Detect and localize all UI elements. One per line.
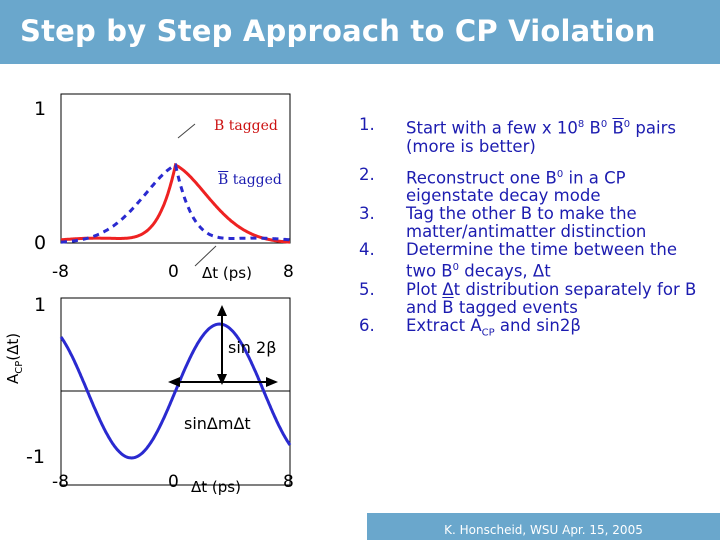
footer-text: K. Honscheid, WSU Apr. 15, 2005 bbox=[444, 523, 643, 537]
title-bar: Step by Step Approach to CP Violation bbox=[0, 0, 720, 64]
step-1-text-a: Start with a few x 10 bbox=[406, 118, 578, 138]
step-1-number: 1. bbox=[359, 115, 375, 134]
step-4-text-b: decays, Δt bbox=[459, 261, 551, 281]
step-1-bbar: B bbox=[612, 118, 624, 138]
step-5-text-b: tagged events bbox=[453, 297, 578, 317]
amplitude-arrow-down bbox=[217, 374, 227, 385]
y-label-a: A bbox=[4, 373, 22, 384]
top-x-tick-neg8: -8 bbox=[52, 262, 69, 282]
step-6: 6. Extract ACP and sin2β bbox=[356, 315, 706, 342]
bottom-x-tick-0: 0 bbox=[168, 472, 179, 492]
step-5-text-a: Plot Δt distribution separately for B an… bbox=[406, 279, 697, 317]
amplitude-arrow-up bbox=[217, 305, 227, 316]
step-5: 5. Plot Δt distribution separately for B… bbox=[356, 279, 706, 317]
step-1-text-e: pairs (more is better) bbox=[406, 118, 676, 156]
step-6-text-a: Extract A bbox=[406, 315, 482, 335]
slide-title: Step by Step Approach to CP Violation bbox=[20, 14, 656, 48]
plots-figure bbox=[59, 93, 292, 486]
step-6-text: Extract ACP and sin2β bbox=[406, 315, 706, 342]
step-6-number: 6. bbox=[359, 315, 375, 335]
step-6-sub: CP bbox=[481, 326, 495, 338]
step-4-text: Determine the time between the two B0 de… bbox=[406, 241, 706, 281]
step-2: 2. Reconstruct one B0 in a CP eigenstate… bbox=[356, 164, 706, 206]
step-3-number: 3. bbox=[359, 204, 375, 223]
amplitude-label: sin 2β bbox=[228, 338, 277, 357]
legend-bbar-rest: tagged bbox=[228, 172, 282, 188]
bottom-y-label: ACP(Δt) bbox=[4, 333, 25, 384]
top-x-tick-8: 8 bbox=[283, 262, 294, 282]
bottom-x-tick-neg8: -8 bbox=[52, 472, 69, 492]
bottom-y-tick-1: 1 bbox=[34, 294, 47, 316]
period-arrow-left bbox=[168, 377, 180, 387]
step-5-text: Plot Δt distribution separately for B an… bbox=[406, 279, 706, 317]
step-3: 3. Tag the other B to make the matter/an… bbox=[356, 205, 706, 241]
bottom-x-label: Δt (ps) bbox=[191, 478, 241, 496]
asymmetry-curve bbox=[59, 322, 292, 460]
step-5-bbar: B bbox=[442, 297, 454, 317]
step-2-text-a: Reconstruct one B bbox=[406, 168, 557, 187]
bottom-y-tick-neg1: -1 bbox=[26, 446, 45, 468]
top-x-label: Δt (ps) bbox=[202, 264, 252, 282]
step-2-number: 2. bbox=[359, 164, 375, 184]
step-1-text-b: B bbox=[584, 118, 601, 138]
top-y-tick-1: 1 bbox=[34, 98, 47, 120]
y-label-sub: CP bbox=[14, 360, 25, 374]
bbar-tagged-curve bbox=[61, 162, 291, 244]
bbar-tagged-pointer bbox=[194, 245, 217, 267]
bottom-x-tick-8: 8 bbox=[283, 472, 294, 492]
step-4-text-a: Determine the time between the two B bbox=[406, 240, 678, 281]
step-6-text-b: and sin2β bbox=[494, 315, 581, 335]
footer-bar: K. Honscheid, WSU Apr. 15, 2005 bbox=[367, 513, 720, 540]
step-4-number: 4. bbox=[359, 240, 375, 259]
legend-bbar-letter: B bbox=[218, 172, 229, 188]
step-2-sup: 0 bbox=[556, 168, 564, 180]
step-1: 1. Start with a few x 108 B0 B0 pairs (m… bbox=[356, 116, 706, 156]
b-tagged-pointer bbox=[177, 123, 196, 139]
step-1-sup: 8 bbox=[577, 119, 585, 130]
period-arrow-right bbox=[266, 377, 278, 387]
top-x-tick-0: 0 bbox=[168, 262, 179, 282]
step-3-text: Tag the other B to make the matter/antim… bbox=[406, 204, 647, 241]
step-4: 4. Determine the time between the two B0… bbox=[356, 241, 706, 281]
curve-label: sinΔmΔt bbox=[184, 414, 251, 433]
step-2-text: Reconstruct one B0 in a CP eigenstate de… bbox=[406, 166, 706, 206]
legend-bbar-tagged: B tagged bbox=[218, 172, 282, 188]
top-plot-frame bbox=[60, 93, 291, 244]
step-list: 1. Start with a few x 108 B0 B0 pairs (m… bbox=[356, 116, 706, 342]
step-4-sup: 0 bbox=[452, 262, 459, 273]
step-1-sup2: 0 bbox=[600, 119, 608, 130]
step-5-number: 5. bbox=[359, 279, 375, 299]
step-1-sup3: 0 bbox=[623, 119, 631, 130]
legend-b-tagged: B tagged bbox=[214, 118, 278, 134]
step-2-text-b: in a CP eigenstate decay mode bbox=[406, 168, 626, 205]
y-label-arg: (Δt) bbox=[4, 332, 22, 361]
top-y-tick-0: 0 bbox=[34, 232, 47, 254]
step-1-text: Start with a few x 108 B0 B0 pairs (more… bbox=[406, 116, 706, 156]
